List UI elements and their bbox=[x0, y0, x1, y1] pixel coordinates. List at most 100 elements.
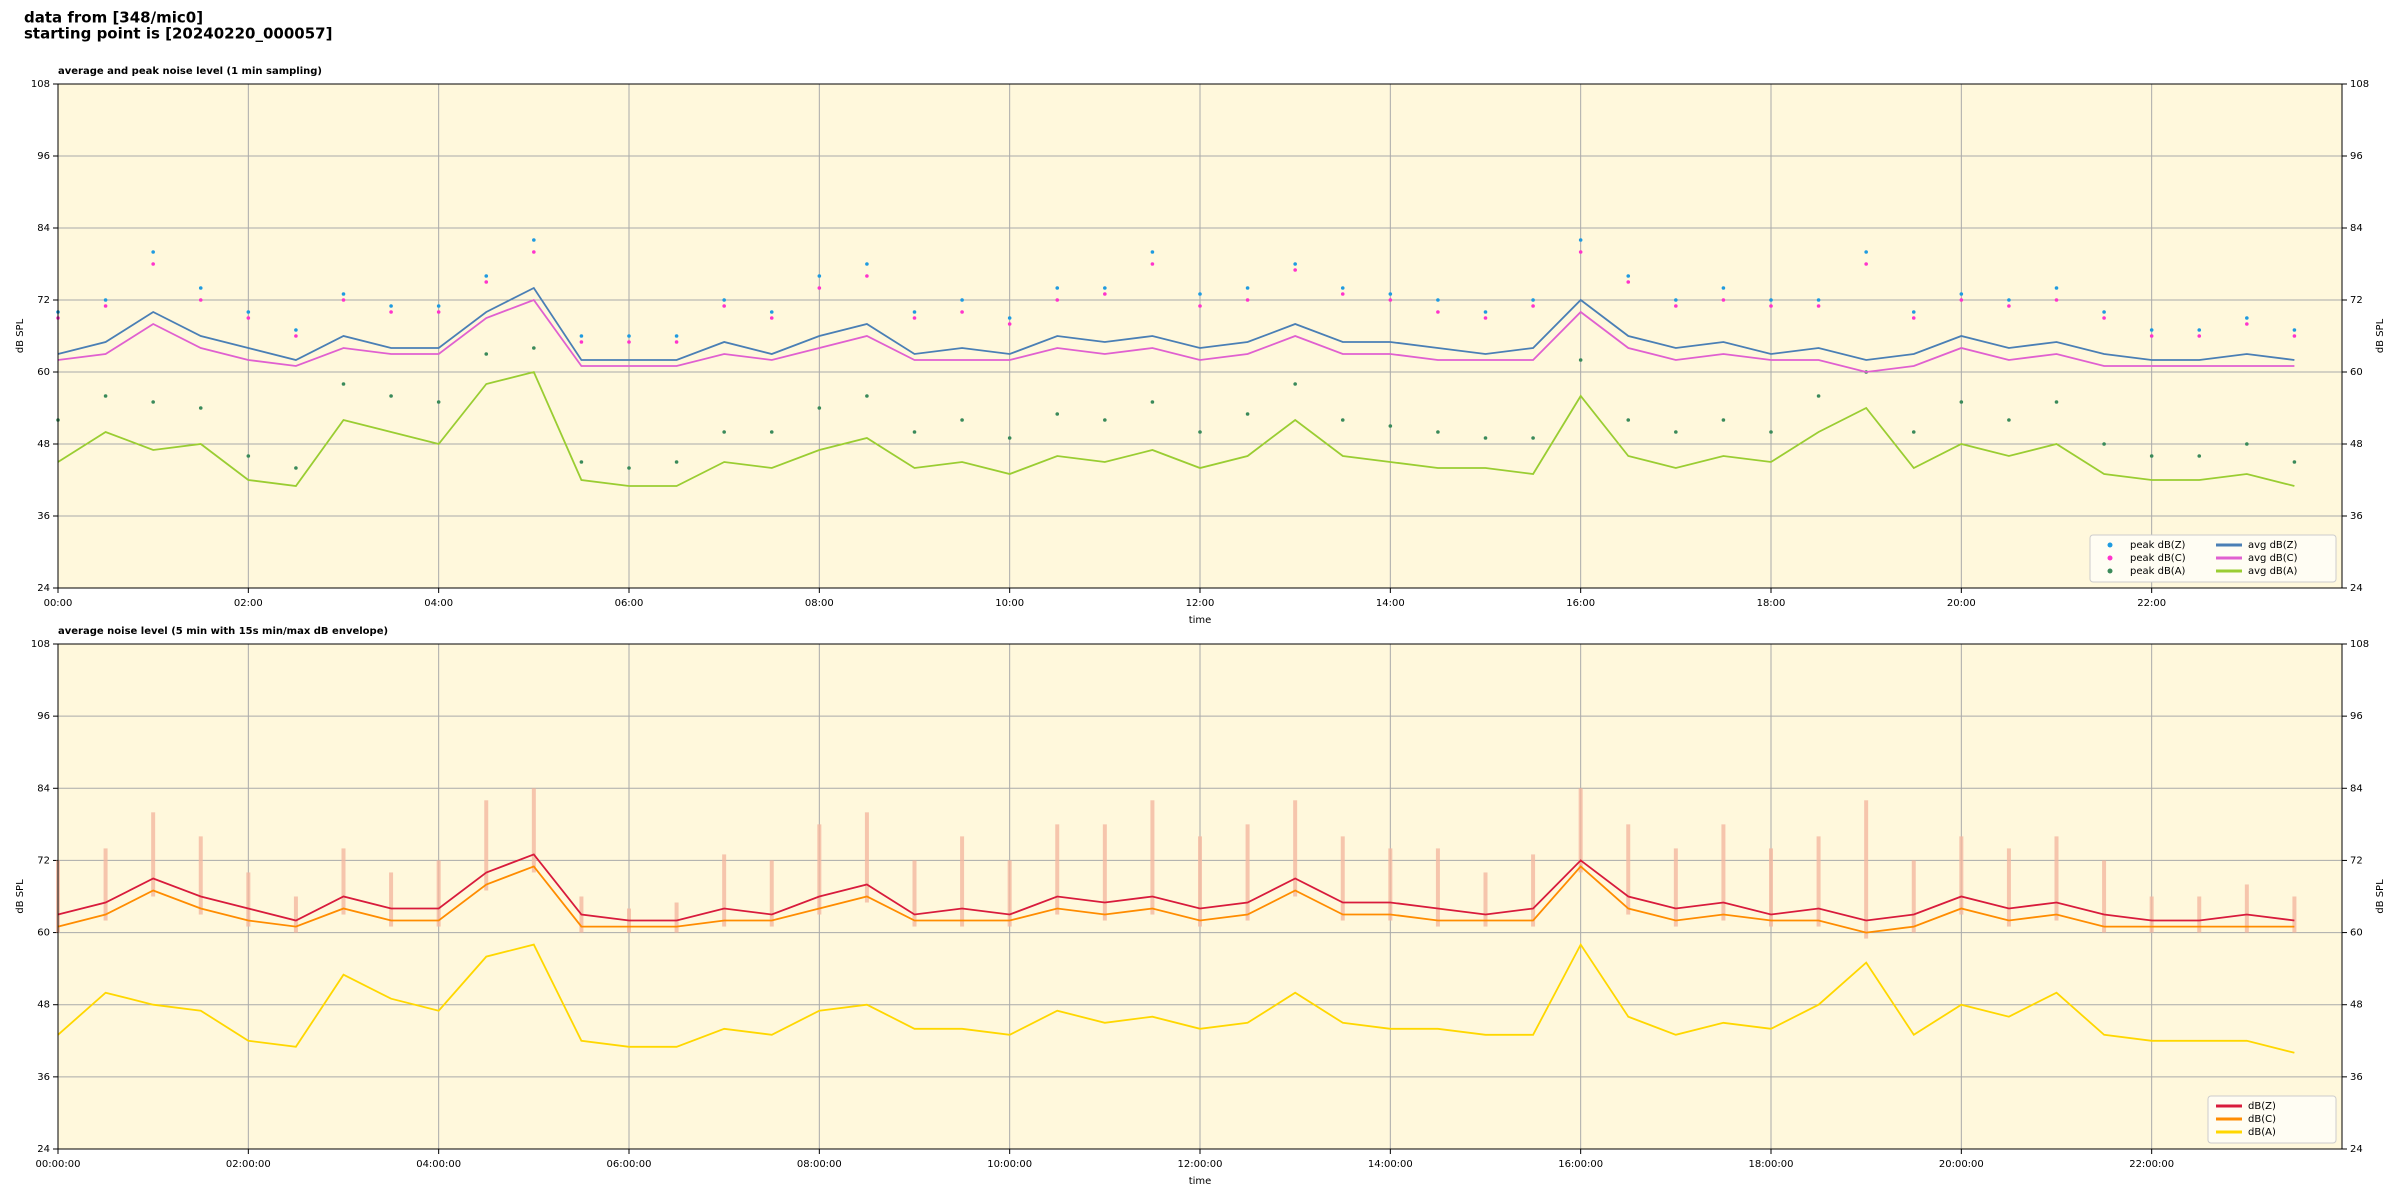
legend-label: peak dB(Z) bbox=[2130, 540, 2186, 551]
scatter-point bbox=[1721, 418, 1726, 422]
envelope-bar bbox=[293, 896, 298, 933]
scatter-point bbox=[2007, 298, 2011, 302]
x-tick-label: 06:00 bbox=[615, 598, 644, 609]
scatter-point bbox=[1626, 274, 1631, 278]
x-tick-label: 18:00:00 bbox=[1749, 1159, 1794, 1170]
y-tick-label: 24 bbox=[2350, 583, 2363, 594]
y-tick-label: 84 bbox=[2350, 223, 2363, 234]
scatter-point bbox=[769, 316, 774, 320]
y-tick-label: 24 bbox=[37, 1144, 50, 1155]
scatter-point bbox=[1293, 262, 1297, 266]
scatter-point bbox=[1531, 436, 1535, 440]
scatter-point bbox=[436, 310, 441, 314]
envelope-bar bbox=[1626, 824, 1631, 915]
scatter-point bbox=[769, 310, 774, 314]
scatter-point bbox=[1055, 298, 1060, 302]
scatter-point bbox=[1816, 394, 1821, 398]
scatter-point bbox=[532, 250, 536, 254]
scatter-point bbox=[389, 304, 393, 308]
plot-frame bbox=[57, 643, 2343, 1150]
scatter-point bbox=[341, 382, 346, 386]
scatter-point bbox=[198, 286, 203, 290]
envelope-bar bbox=[817, 824, 822, 915]
envelope-bar bbox=[1673, 848, 1678, 927]
scatter-point bbox=[2054, 286, 2059, 290]
y-tick-label: 108 bbox=[2350, 79, 2369, 90]
y-axis-label: dB SPL bbox=[15, 879, 26, 914]
scatter-point bbox=[1007, 322, 1012, 326]
legend-label: peak dB(A) bbox=[2130, 566, 2186, 577]
legend-box bbox=[2089, 534, 2337, 583]
envelope-bar bbox=[864, 812, 869, 903]
scatter-point bbox=[151, 250, 155, 254]
scatter-point bbox=[627, 340, 631, 344]
scatter-point bbox=[1198, 292, 1202, 296]
y-tick-label: 24 bbox=[37, 583, 50, 594]
scatter-point bbox=[389, 310, 393, 314]
scatter-point bbox=[2292, 328, 2297, 332]
scatter-point bbox=[1293, 268, 1297, 272]
envelope-bar bbox=[1007, 860, 1012, 927]
y-tick-label: 96 bbox=[37, 151, 50, 162]
envelope-bar bbox=[1198, 836, 1202, 927]
envelope-bar bbox=[2244, 884, 2249, 933]
scatter-point bbox=[1483, 310, 1488, 314]
x-tick-label: 12:00 bbox=[1186, 598, 1215, 609]
scatter-point bbox=[2197, 334, 2202, 338]
scatter-point bbox=[1245, 412, 1250, 416]
scatter-point bbox=[579, 334, 584, 338]
series-line bbox=[57, 942, 2295, 1054]
scatter-point bbox=[246, 454, 251, 458]
y-tick-label: 84 bbox=[2350, 783, 2363, 794]
y-tick-label: 48 bbox=[2350, 439, 2363, 450]
scatter-point bbox=[1578, 250, 1583, 254]
envelope-bar bbox=[1959, 836, 1964, 915]
x-tick-label: 02:00 bbox=[234, 598, 263, 609]
scatter-point bbox=[1531, 298, 1535, 302]
chart-panel: average noise level (5 min with 15s min/… bbox=[15, 626, 2386, 1187]
envelope-bar bbox=[151, 812, 156, 897]
scatter-point bbox=[103, 304, 108, 308]
scatter-point bbox=[103, 298, 108, 302]
x-tick-label: 20:00 bbox=[1947, 598, 1976, 609]
envelope-bar bbox=[2149, 896, 2154, 933]
scatter-point bbox=[1483, 436, 1488, 440]
scatter-point bbox=[1388, 298, 1393, 302]
scatter-point bbox=[1959, 400, 1964, 404]
scatter-point bbox=[865, 262, 869, 266]
envelope-bar bbox=[1388, 848, 1393, 921]
scatter-point bbox=[1388, 424, 1393, 428]
y-tick-label: 60 bbox=[2350, 928, 2363, 939]
envelope-bar bbox=[960, 836, 965, 927]
series-line bbox=[57, 298, 2295, 373]
scatter-point bbox=[1436, 430, 1440, 434]
scatter-point bbox=[1674, 298, 1678, 302]
x-axis-label: time bbox=[1189, 1176, 1212, 1187]
scatter-point bbox=[436, 400, 441, 404]
scatter-point bbox=[294, 328, 298, 332]
y-tick-label: 60 bbox=[37, 367, 50, 378]
legend-label: dB(C) bbox=[2248, 1114, 2276, 1125]
legend-marker bbox=[2107, 555, 2113, 561]
y-axis-label: dB SPL bbox=[15, 318, 26, 353]
scatter-point bbox=[865, 274, 869, 278]
scatter-point bbox=[1483, 316, 1488, 320]
scatter-point bbox=[1911, 310, 1916, 314]
y-tick-label: 48 bbox=[37, 1000, 50, 1011]
scatter-point bbox=[817, 274, 822, 278]
x-tick-label: 02:00:00 bbox=[226, 1159, 271, 1170]
scatter-point bbox=[1007, 316, 1012, 320]
scatter-point bbox=[1103, 286, 1107, 290]
envelope-bar bbox=[484, 800, 489, 891]
scatter-point bbox=[865, 394, 869, 398]
legend-label: dB(Z) bbox=[2248, 1101, 2276, 1112]
envelope-bar bbox=[389, 872, 394, 927]
legend-label: avg dB(C) bbox=[2248, 553, 2298, 564]
y-tick-label: 60 bbox=[2350, 367, 2363, 378]
scatter-point bbox=[1198, 430, 1202, 434]
scatter-point bbox=[1007, 436, 1012, 440]
scatter-point bbox=[674, 334, 679, 338]
x-tick-label: 22:00 bbox=[2137, 598, 2166, 609]
scatter-point bbox=[1340, 418, 1345, 422]
